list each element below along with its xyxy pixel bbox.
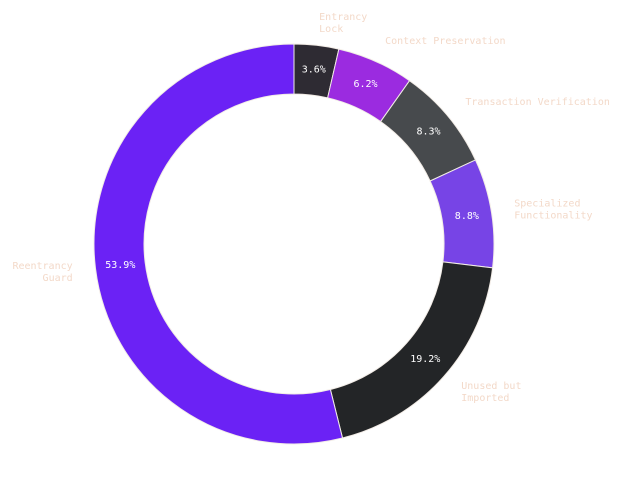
donut-slices <box>93 43 495 445</box>
category-label-reentrancy-guard: Reentrancy Guard <box>12 261 72 284</box>
slice-unused-but-imported <box>329 261 494 439</box>
pct-label-specialized-functionality: 8.8% <box>455 211 479 222</box>
category-label-context-preservation: Context Preservation <box>385 36 505 47</box>
slice-reentrancy-guard <box>93 43 344 445</box>
donut-labels: 3.6% Entrancy Lock 6.2% Context Preservation… <box>12 12 609 404</box>
pct-label-entrancy-lock: 3.6% <box>302 65 326 76</box>
pct-label-transaction-verification: 8.3% <box>416 127 440 138</box>
pct-label-reentrancy-guard: 53.9% <box>105 260 135 271</box>
pct-label-unused-but-imported: 19.2% <box>410 354 440 365</box>
category-label-transaction-verification: Transaction Verification <box>465 97 610 108</box>
category-label-unused-but-imported: Unused but Imported <box>461 381 521 404</box>
pct-label-context-preservation: 6.2% <box>353 79 377 90</box>
category-label-specialized-functionality: Specialized Functionality <box>514 199 592 222</box>
category-label-entrancy-lock: Entrancy Lock <box>319 12 367 35</box>
